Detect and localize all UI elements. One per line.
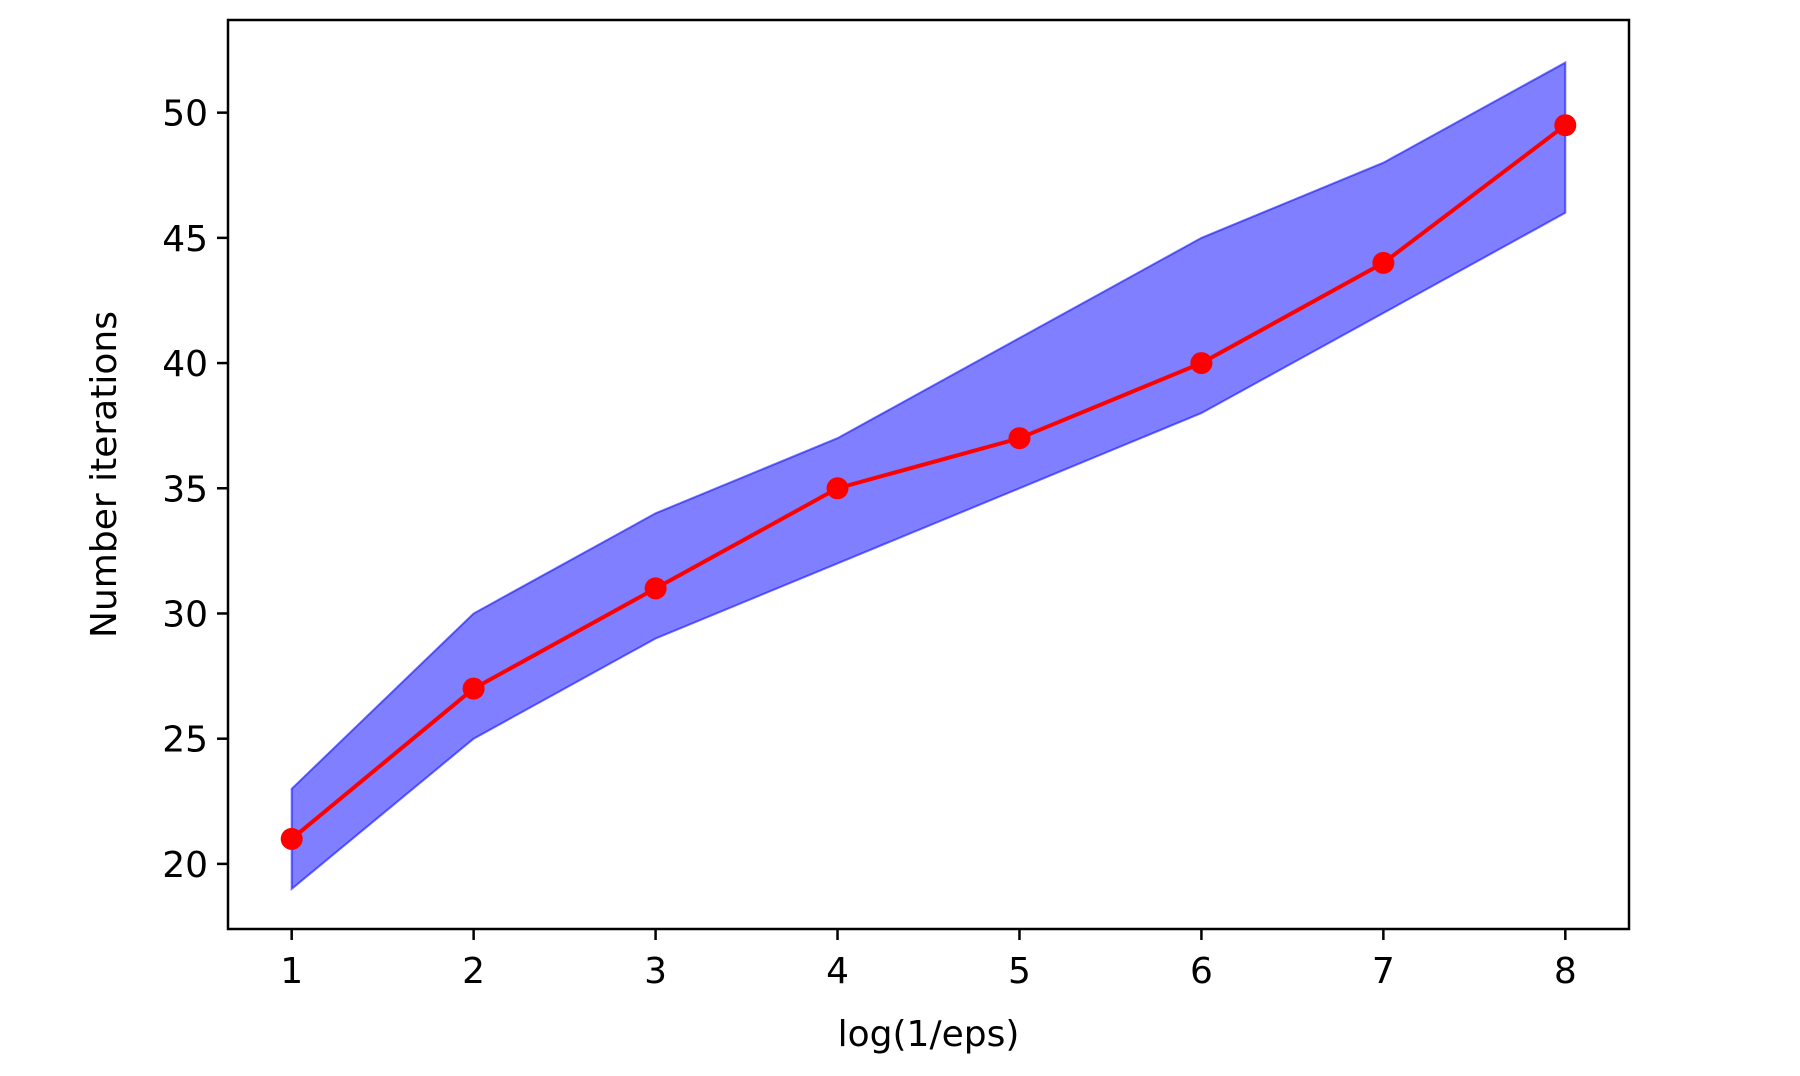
axes-frame	[226, 18, 1631, 931]
data-point	[644, 577, 667, 600]
series-line	[290, 123, 1567, 841]
y-tick-label: 35	[162, 469, 208, 510]
x-axis-label: log(1/eps)	[838, 1014, 1020, 1055]
data-point	[1008, 427, 1031, 450]
x-tick-label: 3	[644, 951, 667, 992]
confidence-band	[290, 60, 1567, 892]
data-point	[826, 477, 849, 500]
y-tick-label: 45	[162, 219, 208, 260]
y-tick-label: 25	[162, 720, 208, 761]
x-tick-label: 5	[1008, 951, 1031, 992]
x-tick-label: 1	[280, 951, 303, 992]
y-tick-label: 50	[162, 94, 208, 135]
data-point	[1372, 251, 1395, 274]
y-tick-label: 30	[162, 594, 208, 635]
data-point	[1190, 352, 1213, 375]
x-tick-label: 7	[1372, 951, 1395, 992]
plot-area	[280, 60, 1577, 892]
x-tick-label: 4	[826, 951, 849, 992]
data-point	[1554, 114, 1577, 137]
y-tick-label: 20	[162, 845, 208, 886]
data-point	[462, 677, 485, 700]
x-tick-label: 2	[462, 951, 485, 992]
x-tick-label: 6	[1190, 951, 1213, 992]
y-axis-label: Number iterations	[84, 311, 125, 638]
y-tick-label: 40	[162, 344, 208, 385]
x-tick-label: 8	[1554, 951, 1577, 992]
data-point	[280, 827, 303, 850]
